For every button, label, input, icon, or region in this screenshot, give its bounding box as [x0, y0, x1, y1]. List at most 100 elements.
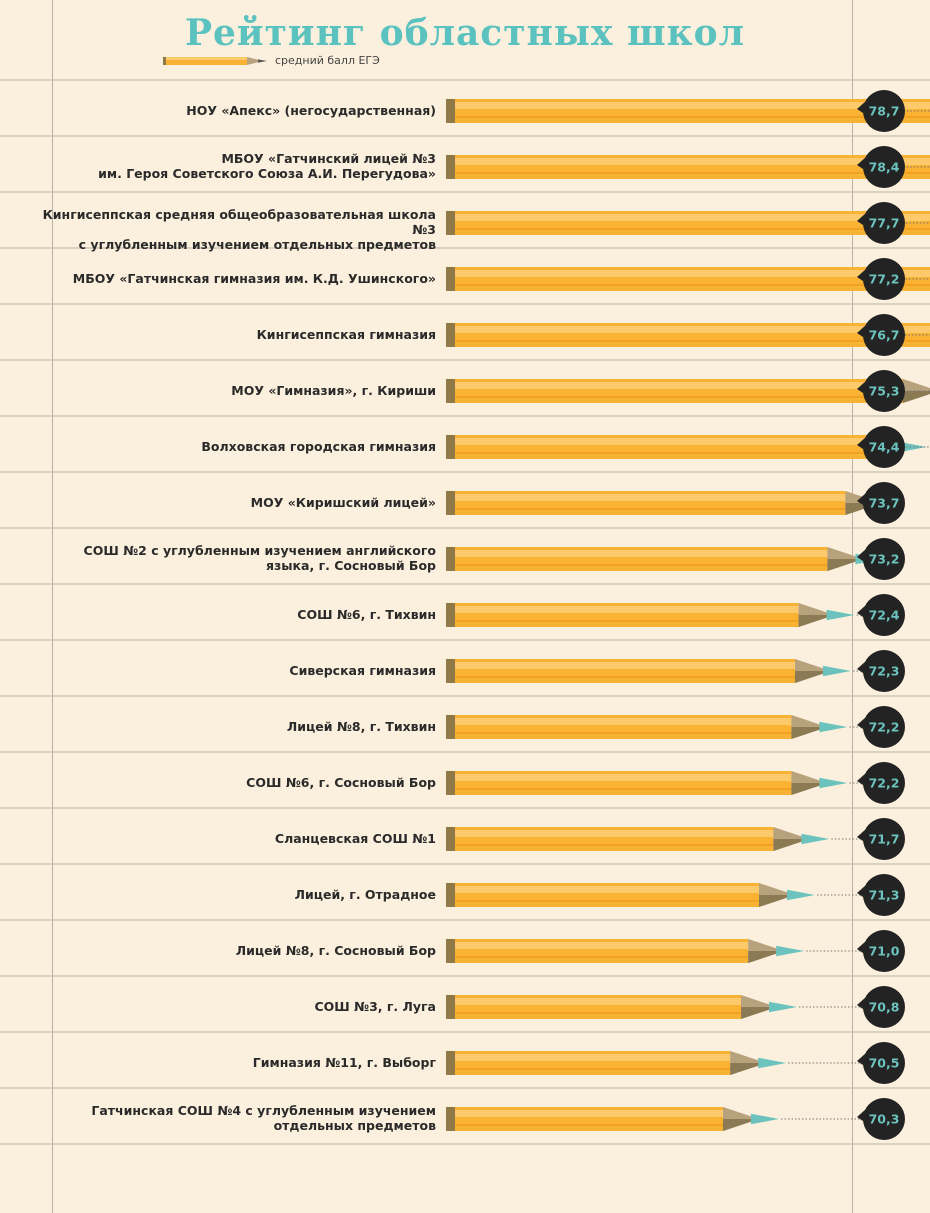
category-label: СОШ №6, г. Сосновый Бор — [246, 774, 436, 790]
value-badge-circle — [863, 594, 905, 636]
pencil-stripe-dark — [455, 620, 799, 622]
category-label: СОШ №3, г. Луга — [314, 998, 436, 1014]
pencil-stripe — [455, 1054, 731, 1061]
value-label: 70,3 — [869, 1112, 900, 1127]
pencil-stripe — [455, 158, 930, 165]
value-label: 76,7 — [869, 328, 900, 343]
pencil-stripe — [455, 998, 741, 1005]
category-label: Кингисеппская средняя общеобразовательна… — [42, 207, 436, 252]
pencil-end — [446, 827, 456, 851]
value-label: 78,7 — [869, 104, 900, 119]
value-badge-circle — [863, 258, 905, 300]
pencil-wood-shade — [741, 1007, 777, 1019]
pencil-end — [446, 211, 456, 235]
value-badge-pointer — [857, 101, 866, 115]
value-badge: 70,3 — [857, 1098, 905, 1140]
pencil-bar — [446, 1051, 787, 1075]
pencil-stripe — [455, 606, 799, 613]
value-label: 75,3 — [869, 384, 900, 399]
pencil-wood-shade — [903, 391, 930, 403]
category-label: Лицей №8, г. Сосновый Бор — [235, 942, 436, 958]
pencil-end — [446, 1051, 456, 1075]
pencil-lead — [758, 1057, 787, 1069]
value-badge-pointer — [857, 549, 866, 563]
pencil-stripe-dark — [455, 676, 795, 678]
value-badge: 78,4 — [857, 146, 905, 188]
pencil-stripe-dark — [455, 1012, 741, 1014]
pencil-end — [446, 883, 456, 907]
value-badge: 75,3 — [857, 370, 905, 412]
pencil-stripe-dark — [455, 844, 774, 846]
value-label: 77,7 — [869, 216, 900, 231]
pencil-end — [446, 379, 456, 403]
pencil-stripe — [455, 942, 749, 949]
margin-line-right — [852, 0, 853, 1213]
value-badge-pointer — [857, 885, 866, 899]
pencil-wood-shade — [791, 783, 828, 795]
value-badge: 77,7 — [857, 202, 905, 244]
pencil-stripe-dark — [455, 900, 759, 902]
value-badge-pointer — [857, 213, 866, 227]
value-badge: 71,7 — [857, 818, 905, 860]
pencil-stripe-dark — [455, 452, 871, 454]
category-label: Сиверская гимназия — [289, 662, 436, 678]
legend: средний балл ЕГЭ — [163, 54, 463, 72]
pencil-stripe — [455, 438, 871, 445]
category-label: НОУ «Апекс» (негосударственная) — [186, 102, 436, 118]
value-label: 71,0 — [869, 944, 900, 959]
value-badge-pointer — [857, 941, 866, 955]
pencil-wood-shade — [791, 727, 828, 739]
pencil-stripe-dark — [455, 732, 792, 734]
value-badge-circle — [863, 818, 905, 860]
value-badge-circle — [863, 370, 905, 412]
pencil-lead — [826, 609, 855, 621]
pencil-wood-shade — [795, 671, 831, 683]
pencil-end — [446, 715, 456, 739]
pencil-bar — [446, 715, 848, 739]
category-label: СОШ №2 с углубленным изучением английско… — [83, 543, 436, 573]
pencil-wood-shade — [748, 951, 785, 963]
value-badge-circle — [863, 538, 905, 580]
pencil-end — [446, 155, 456, 179]
pencil-end — [446, 547, 456, 571]
category-label: МОУ «Киришский лицей» — [250, 494, 436, 510]
value-badge-circle — [863, 90, 905, 132]
pencil-bar — [446, 827, 830, 851]
pencil-lead — [776, 945, 805, 957]
pencil-lead — [819, 777, 848, 789]
pencil-bar — [446, 99, 930, 123]
value-badge-circle — [863, 1042, 905, 1084]
pencil-wood-shade — [730, 1063, 767, 1075]
pencil-stripe — [455, 662, 795, 669]
pencil-stripe — [455, 214, 930, 221]
value-label: 72,2 — [869, 776, 900, 791]
page-title: Рейтинг областных школ — [184, 12, 746, 54]
pencil-stripe-dark — [455, 172, 930, 174]
pencil-bar — [446, 939, 805, 963]
value-badge-circle — [863, 314, 905, 356]
value-badge-pointer — [857, 717, 866, 731]
pencil-end — [446, 771, 456, 795]
pencil-lead — [823, 665, 851, 677]
pencil-end — [446, 99, 456, 123]
value-badge-circle — [863, 874, 905, 916]
category-label: Гимназия №11, г. Выборг — [252, 1054, 436, 1070]
value-badge: 71,3 — [857, 874, 905, 916]
pencil-lead — [819, 721, 848, 733]
value-badge-pointer — [857, 269, 866, 283]
pencil-wood-shade — [773, 839, 810, 851]
value-badge: 72,2 — [857, 762, 905, 804]
value-badge-pointer — [857, 1053, 866, 1067]
pencil-stripe — [455, 886, 759, 893]
value-label: 78,4 — [869, 160, 900, 175]
pencil-bar — [446, 491, 902, 515]
pencil-end — [446, 659, 456, 683]
value-badge-circle — [863, 986, 905, 1028]
category-label: Волховская городская гимназия — [201, 438, 436, 454]
value-badge: 76,7 — [857, 314, 905, 356]
value-badge-circle — [863, 202, 905, 244]
value-label: 74,4 — [869, 440, 900, 455]
pencil-end — [446, 939, 456, 963]
pencil-wood-shade — [723, 1119, 759, 1131]
pencil-stripe-dark — [455, 788, 792, 790]
